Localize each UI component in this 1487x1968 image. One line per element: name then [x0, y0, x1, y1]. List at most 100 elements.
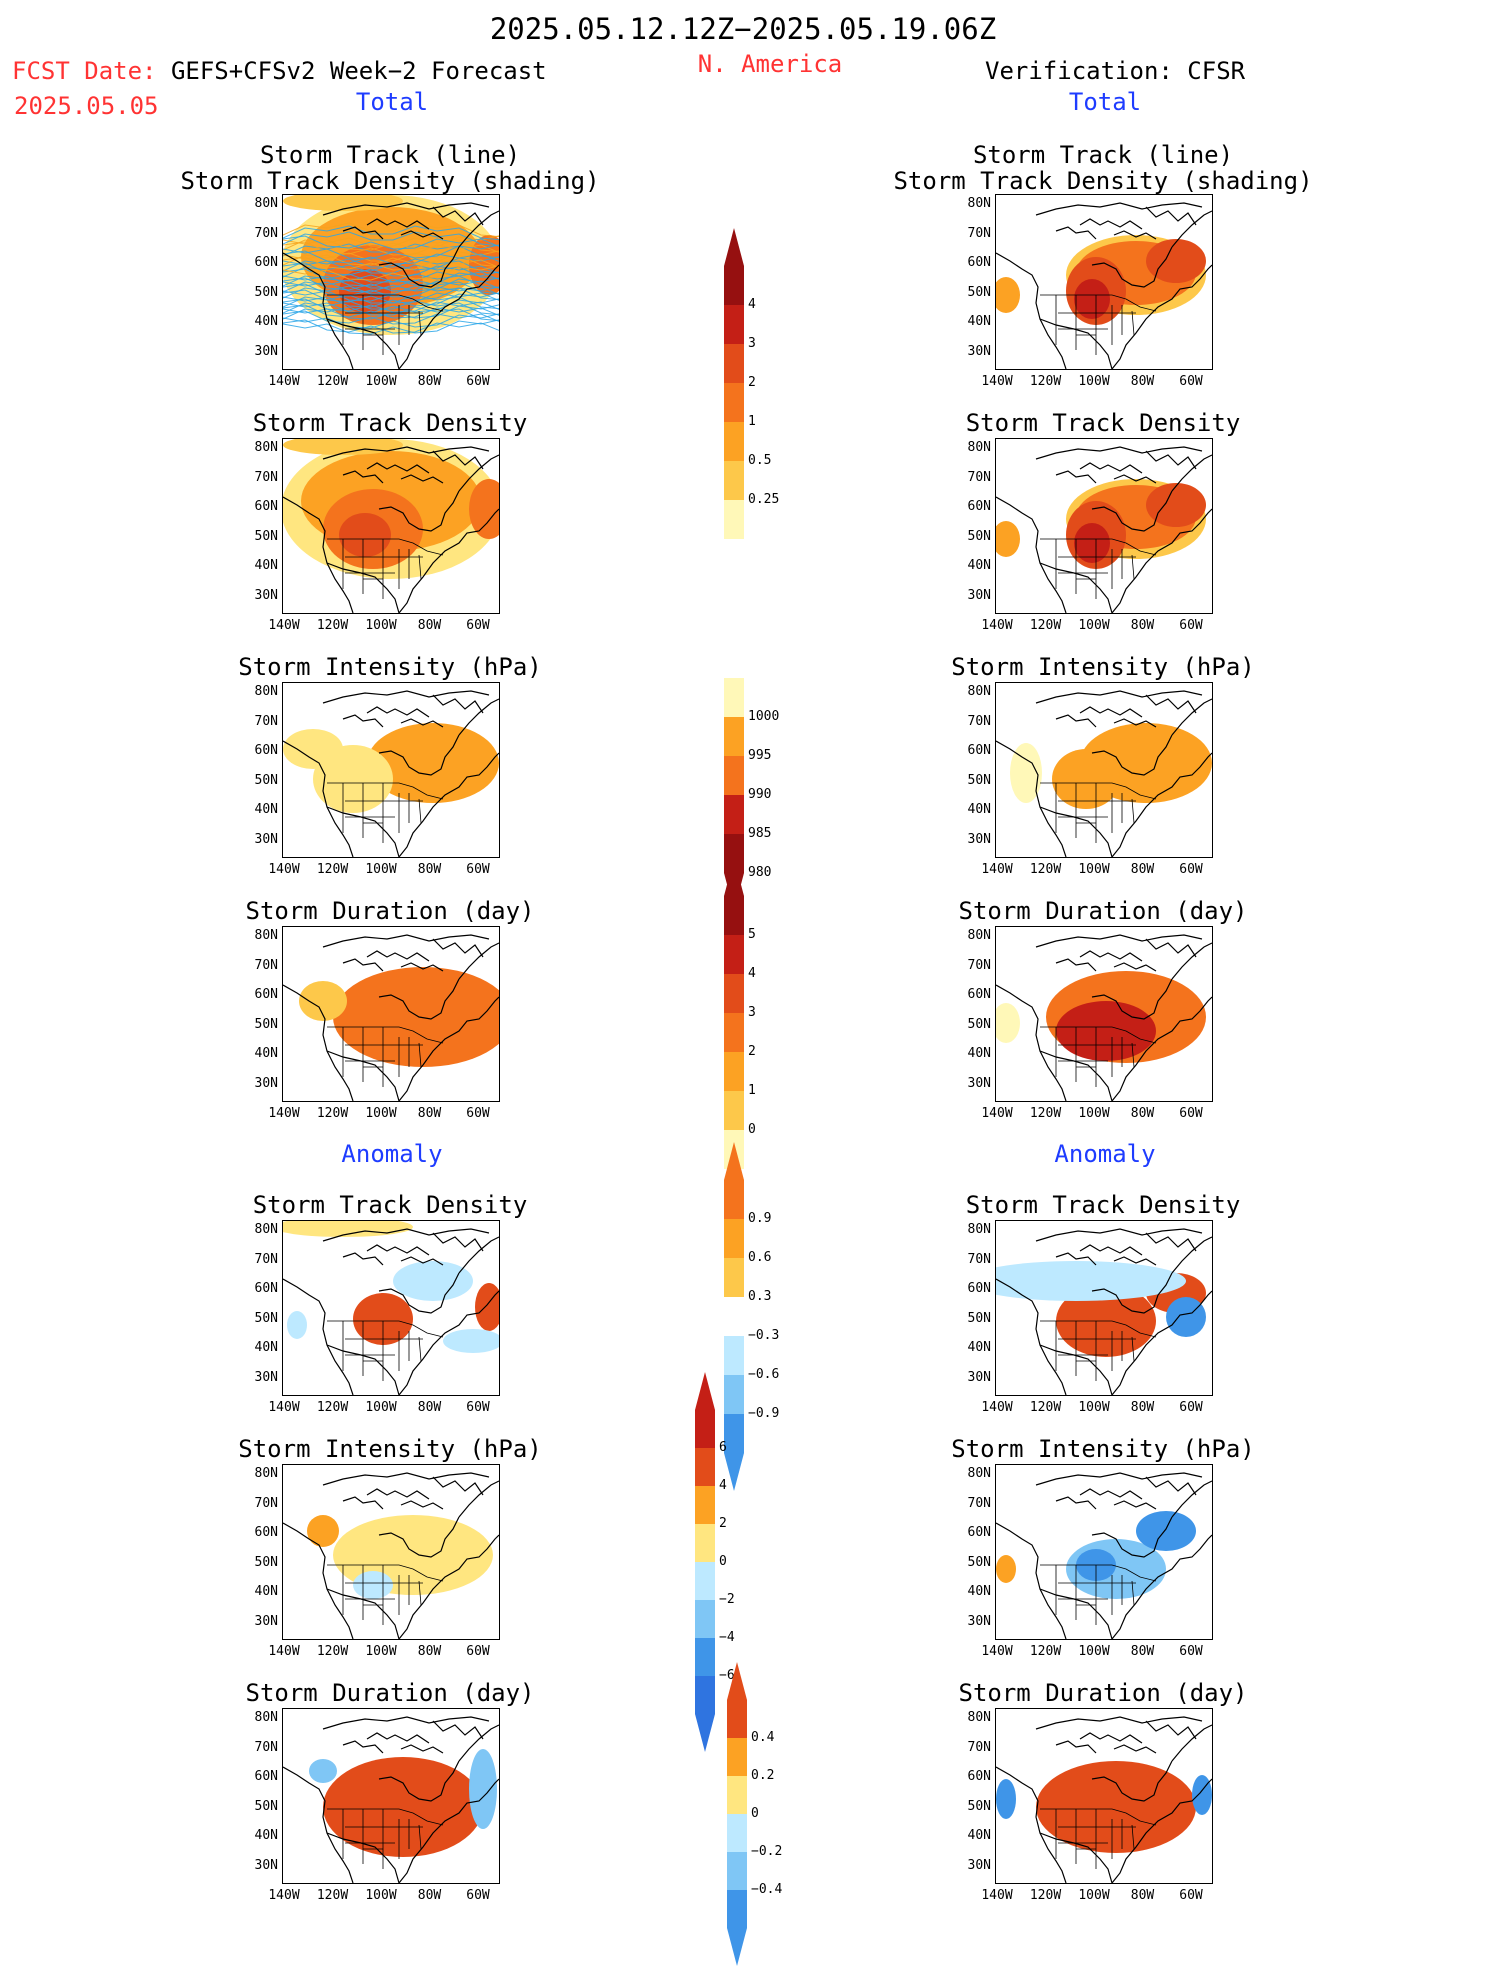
- lat-label: 30N: [254, 1613, 278, 1629]
- storm-track-line: [283, 300, 499, 316]
- coastline: [1079, 1244, 1143, 1256]
- coastline: [1113, 230, 1157, 240]
- storm-track-line: [283, 256, 499, 271]
- coastline: [378, 246, 460, 288]
- lat-label: 40N: [967, 1340, 991, 1355]
- lat-label: 30N: [967, 831, 991, 847]
- storm-track-line: [283, 306, 499, 322]
- panel-track-right-map-svg: [996, 202, 1212, 369]
- panel-aint-left-map: [282, 1464, 500, 1640]
- state-border: [418, 1042, 422, 1068]
- colorbar-swatch: [727, 1738, 747, 1776]
- colorbar-arrow-top: [724, 858, 744, 896]
- lat-label: 50N: [254, 772, 278, 788]
- panel-track-left-title: Storm Track (line): [259, 141, 521, 169]
- lat-label: 70N: [254, 469, 278, 485]
- coastline: [1035, 1472, 1203, 1486]
- lon-label: 140W: [981, 862, 1013, 877]
- colorbar-arrow-top: [724, 1142, 744, 1180]
- lat-label: 80N: [254, 1466, 278, 1481]
- lon-label: 120W: [1029, 1106, 1062, 1121]
- panel-dens-left-map: [282, 438, 500, 614]
- panel-dens-right-map: [995, 438, 1213, 614]
- colorbar-label: 5: [748, 927, 756, 942]
- colorbar-arrow-top: [724, 228, 744, 266]
- lat-label: 80N: [967, 1710, 991, 1725]
- lat-label: 40N: [254, 558, 278, 573]
- lat-label: 60N: [254, 1281, 278, 1296]
- shade-region-5: [996, 521, 1020, 557]
- lat-label: 80N: [254, 196, 278, 211]
- state-border: [418, 1580, 422, 1606]
- state-border: [1131, 798, 1135, 824]
- colorbar-swatch: [724, 834, 744, 873]
- coastline: [1079, 1732, 1143, 1744]
- shade-region-1: [307, 1515, 339, 1547]
- colorbar-arrow-bottom: [695, 1714, 715, 1752]
- colorbar-swatch: [724, 1414, 744, 1453]
- coastline: [366, 462, 430, 474]
- colorbar-label: 0: [719, 1554, 727, 1569]
- coastline: [400, 962, 444, 972]
- coastline: [1079, 218, 1143, 230]
- coastline: [398, 1534, 499, 1639]
- coastline: [1091, 1760, 1173, 1802]
- coastline: [322, 1716, 490, 1730]
- lat-label: 40N: [967, 1046, 991, 1061]
- coastline: [342, 1496, 384, 1510]
- shade-region-1: [475, 1283, 499, 1331]
- panel-adens-right-title: Storm Track Density: [965, 1191, 1241, 1219]
- lat-label: 60N: [967, 743, 991, 758]
- colorbar-label: 1: [748, 1083, 756, 1098]
- storm-track-line: [283, 319, 499, 334]
- shade-region-2: [996, 1003, 1020, 1043]
- colorbar-intensity-anom: [695, 1372, 715, 1752]
- coastline: [1171, 1724, 1212, 1762]
- lat-label: 50N: [967, 1798, 991, 1814]
- colorbar-label: −0.9: [748, 1406, 780, 1421]
- lat-label: 40N: [254, 1340, 278, 1355]
- colorbar-swatch: [727, 1890, 747, 1928]
- shade-region-1: [1052, 749, 1120, 809]
- lat-label: 40N: [967, 314, 991, 329]
- coastline: [1145, 938, 1197, 958]
- lon-label: 80W: [1130, 862, 1155, 877]
- shade-region-0: [333, 967, 499, 1067]
- lat-label: 80N: [967, 1222, 991, 1237]
- lon-label: 80W: [1130, 374, 1155, 389]
- coastline: [400, 230, 444, 240]
- coastline: [1111, 1534, 1212, 1639]
- colorbar-arrow-top: [727, 1662, 747, 1700]
- colorbar-label: 6: [719, 1440, 727, 1455]
- state-border: [327, 1320, 444, 1338]
- lon-label: 60W: [1179, 862, 1203, 877]
- lon-label: 60W: [466, 1644, 490, 1659]
- total-label-right: Total: [1068, 88, 1142, 116]
- shade-region-5: [287, 1311, 307, 1339]
- panel-adens-left-map: [282, 1220, 500, 1396]
- lat-label: 70N: [967, 1495, 991, 1511]
- colorbar-swatch: [724, 422, 744, 461]
- shade-region-2: [309, 1759, 337, 1783]
- coastline: [1171, 942, 1212, 980]
- coastline: [283, 984, 354, 1101]
- coastline: [1145, 1476, 1197, 1496]
- coastline: [398, 996, 499, 1101]
- state-border: [418, 1336, 422, 1362]
- lat-label: 40N: [967, 1828, 991, 1843]
- colorbar-label: 4: [748, 966, 756, 981]
- storm-track-line: [283, 310, 499, 325]
- coastline: [378, 1760, 460, 1802]
- coastline: [322, 1472, 490, 1486]
- panel-aint-left-title: Storm Intensity (hPa): [238, 1435, 542, 1463]
- lat-label: 30N: [967, 1613, 991, 1629]
- lon-label: 120W: [316, 618, 349, 633]
- coastline: [996, 984, 1067, 1101]
- lat-label: 70N: [967, 957, 991, 973]
- colorbar-swatch: [724, 266, 744, 305]
- shade-region-4: [443, 1329, 499, 1353]
- lat-label: 80N: [254, 1222, 278, 1237]
- colorbar-swatch: [695, 1600, 715, 1638]
- lat-label: 40N: [967, 802, 991, 817]
- storm-track-line: [283, 222, 499, 238]
